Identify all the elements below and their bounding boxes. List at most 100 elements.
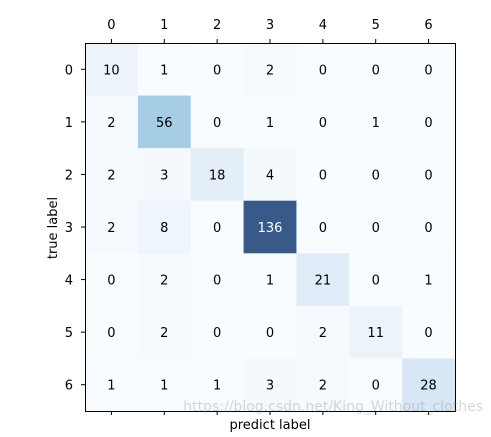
heatmap-cell (137, 200, 192, 254)
cell-value-label: 0 (107, 274, 115, 289)
heatmap-cell (190, 148, 245, 202)
cell-value-label: 0 (213, 274, 221, 289)
heatmap-cell (402, 358, 456, 412)
heatmap-cell (296, 200, 350, 254)
heatmap-cell (296, 43, 350, 97)
cell-value-label: 0 (213, 116, 221, 131)
heatmap-cell (349, 43, 403, 97)
cell-value-label: 1 (372, 116, 380, 131)
heatmap-cell (85, 305, 139, 359)
heatmap-cell (243, 148, 297, 202)
cell-value-label: 1 (266, 274, 274, 289)
heatmap-cell (190, 358, 245, 412)
cell-value-label: 136 (258, 221, 283, 236)
cell-value-label: 0 (424, 326, 432, 341)
heatmap-cell (243, 95, 297, 149)
heatmap-cell (296, 95, 350, 149)
heatmap-cell (85, 43, 139, 97)
x-tick-label: 1 (160, 18, 168, 33)
y-tick-label: 4 (65, 274, 73, 289)
cell-value-label: 2 (266, 63, 274, 78)
heatmap-cell (243, 305, 297, 359)
heatmap-cell (402, 43, 456, 97)
heatmap-cell (243, 358, 297, 412)
heatmap-cell (402, 95, 456, 149)
cell-value-label: 2 (319, 326, 327, 341)
heatmap-cell (190, 43, 245, 97)
heatmap-cell (190, 95, 245, 149)
y-tick-label: 3 (65, 221, 73, 236)
cell-value-label: 4 (266, 168, 274, 183)
cell-value-label: 0 (213, 63, 221, 78)
heatmap-cell (402, 305, 456, 359)
y-tick-label: 2 (65, 168, 73, 183)
heatmap-cell (137, 305, 192, 359)
cell-value-label: 2 (107, 116, 115, 131)
heatmap-cell (137, 253, 192, 307)
cell-value-labels: 10 1 0 2 0 0 02 56 0 1 0 1 02 3 18 4 0 0 02 8 0 136 0 0 00 2 0 1 21 0… (103, 63, 437, 393)
heatmap-cell (296, 148, 350, 202)
cell-value-label: 0 (107, 326, 115, 341)
heatmap-cell (402, 253, 456, 307)
heatmap-cell (137, 358, 192, 412)
cell-value-label: 18 (209, 168, 226, 183)
heatmap-cell (243, 200, 297, 254)
cell-value-label: 0 (213, 326, 221, 341)
cell-value-label: 56 (156, 116, 173, 131)
cell-value-label: 0 (372, 221, 380, 236)
cell-value-label: 1 (107, 379, 115, 394)
cell-value-label: 0 (372, 168, 380, 183)
cell-value-label: 21 (315, 274, 332, 289)
cell-value-label: 0 (319, 63, 327, 78)
heatmap-cell (190, 305, 245, 359)
heatmap-cell (85, 148, 139, 202)
cell-value-label: 2 (319, 379, 327, 394)
cell-value-label: 0 (372, 274, 380, 289)
cell-value-label: 0 (319, 116, 327, 131)
x-tick-label: 0 (107, 18, 115, 33)
y-tick-label: 1 (65, 116, 73, 131)
heatmap-cell (85, 253, 139, 307)
heatmap-cell (402, 200, 456, 254)
cell-value-label: 0 (424, 221, 432, 236)
heatmap-cell (137, 43, 192, 97)
heatmap-cell (137, 148, 192, 202)
x-tick-label: 6 (424, 18, 432, 33)
cell-value-label: 0 (213, 221, 221, 236)
heatmap-cell (85, 358, 139, 412)
heatmap-cell (296, 305, 350, 359)
cell-value-label: 2 (160, 326, 168, 341)
cell-value-label: 1 (213, 379, 221, 394)
y-tick-label: 5 (65, 326, 73, 341)
cell-value-label: 1 (160, 63, 168, 78)
y-tick-label: 0 (65, 63, 73, 78)
x-tick-label: 3 (266, 18, 274, 33)
cell-value-label: 0 (266, 326, 274, 341)
cell-value-label: 28 (420, 379, 437, 394)
heatmap-cell (243, 43, 297, 97)
heatmap-cell (349, 305, 403, 359)
x-axis-label: predict label (230, 418, 311, 433)
heatmap-cell (296, 358, 350, 412)
heatmap-cell (349, 95, 403, 149)
heatmap-cell (349, 148, 403, 202)
cell-value-label: 10 (103, 63, 120, 78)
cell-value-label: 2 (160, 274, 168, 289)
cell-value-label: 2 (107, 168, 115, 183)
cell-value-label: 0 (319, 168, 327, 183)
heatmap-cell (85, 200, 139, 254)
heatmap-cell (349, 358, 403, 412)
heatmap-cell (243, 253, 297, 307)
heatmap-cell (190, 253, 245, 307)
cell-value-label: 0 (424, 116, 432, 131)
heatmap-cell (137, 95, 192, 149)
y-axis-label: true label (46, 197, 61, 259)
cell-value-label: 0 (424, 63, 432, 78)
heatmap-cell (296, 253, 350, 307)
y-axis-ticks: 0 1 2 3 4 5 6 (65, 63, 85, 394)
x-tick-label: 2 (213, 18, 221, 33)
y-tick-label: 6 (65, 379, 73, 394)
cell-value-label: 3 (160, 168, 168, 183)
